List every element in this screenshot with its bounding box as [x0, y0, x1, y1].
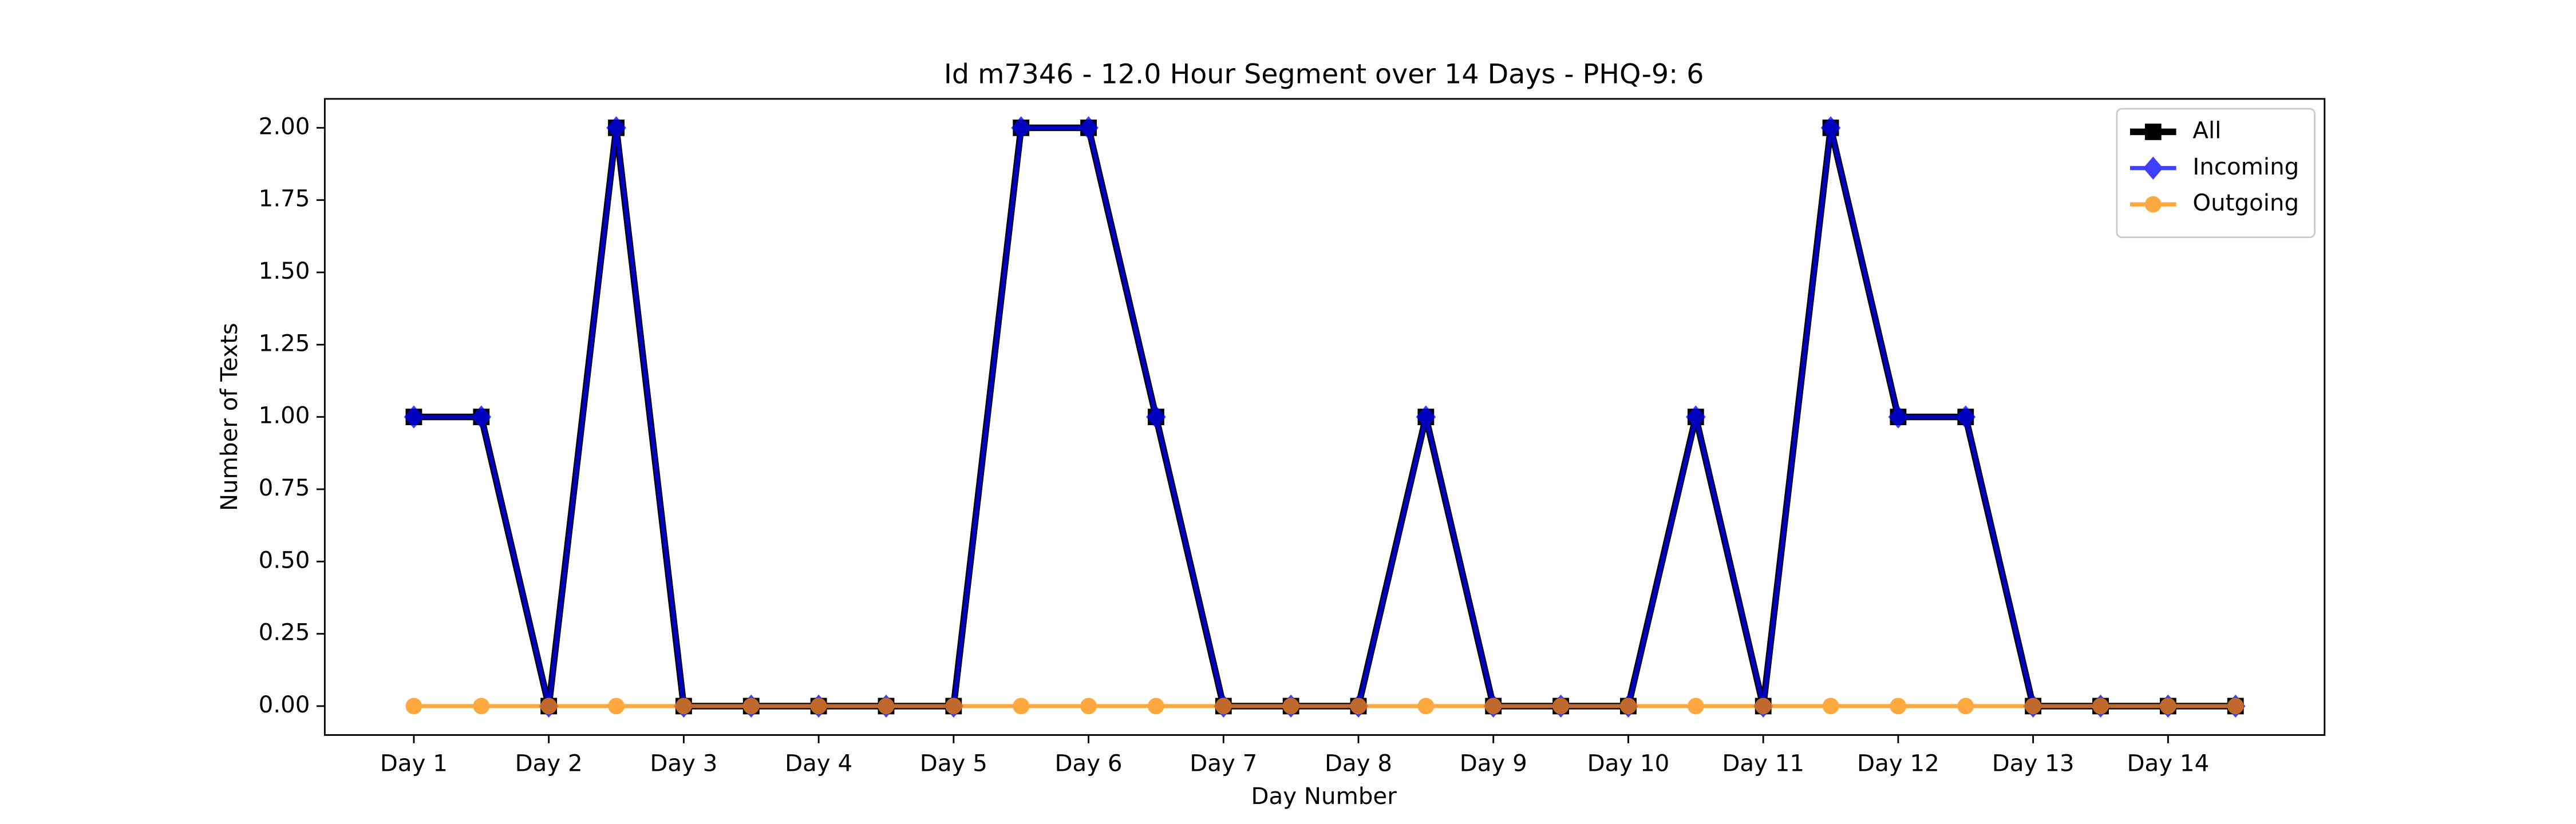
x-axis-label: Day Number	[1251, 783, 1397, 810]
marker	[606, 116, 626, 140]
x-tick-label: Day 6	[1055, 750, 1123, 777]
marker	[404, 405, 424, 429]
marker	[1755, 698, 1772, 715]
x-tick-label: Day 1	[380, 750, 448, 777]
x-tick-label: Day 2	[515, 750, 583, 777]
marker	[540, 698, 558, 715]
marker	[1282, 698, 1299, 715]
x-tick-label: Day 8	[1325, 750, 1392, 777]
marker	[1080, 698, 1097, 715]
marker	[1215, 698, 1232, 715]
x-tick-label: Day 14	[2127, 750, 2210, 777]
marker	[2144, 124, 2162, 140]
marker	[1957, 698, 1974, 715]
y-tick-label: 1.25	[259, 330, 310, 356]
legend-entry	[2129, 156, 2176, 180]
marker	[2144, 196, 2162, 213]
marker	[878, 698, 895, 715]
marker	[742, 698, 760, 715]
x-tick-label: Day 4	[785, 750, 852, 777]
marker	[1687, 698, 1704, 715]
marker	[1485, 698, 1502, 715]
series	[405, 698, 2244, 715]
x-tick-label: Day 12	[1857, 750, 1939, 777]
y-tick-label: 2.00	[259, 113, 310, 140]
legend-entry	[2129, 124, 2176, 140]
marker	[1011, 116, 1031, 140]
marker	[405, 698, 422, 715]
marker	[2227, 698, 2244, 715]
x-tick-label: Day 13	[1992, 750, 2075, 777]
marker	[1417, 698, 1435, 715]
marker	[471, 405, 492, 429]
y-tick-label: 1.50	[259, 258, 310, 284]
y-axis-label: Number of Texts	[216, 323, 243, 511]
marker	[1620, 698, 1637, 715]
marker	[1146, 405, 1166, 429]
legend-entry	[2129, 196, 2176, 213]
y-tick-label: 0.75	[259, 474, 310, 501]
marker	[2159, 698, 2176, 715]
legend-label: Outgoing	[2192, 189, 2299, 216]
marker	[1686, 405, 1706, 429]
y-tick-label: 1.00	[259, 402, 310, 429]
x-tick-label: Day 3	[650, 750, 717, 777]
marker	[2025, 698, 2042, 715]
y-tick-label: 0.25	[259, 619, 310, 646]
x-tick-label: Day 5	[920, 750, 987, 777]
marker	[945, 698, 962, 715]
marker	[608, 698, 625, 715]
marker	[473, 698, 490, 715]
marker	[810, 698, 827, 715]
marker	[675, 698, 692, 715]
x-tick-label: Day 11	[1722, 750, 1804, 777]
marker	[1552, 698, 1569, 715]
marker	[1820, 116, 1841, 140]
marker	[2143, 156, 2163, 180]
y-tick-label: 0.50	[259, 546, 310, 573]
x-tick-label: Day 10	[1587, 750, 1670, 777]
x-tick-label: Day 7	[1190, 750, 1257, 777]
legend-label: Incoming	[2192, 153, 2299, 180]
marker	[1890, 698, 1907, 715]
marker	[1955, 405, 1976, 429]
y-tick-label: 0.00	[259, 691, 310, 718]
chart-title: Id m7346 - 12.0 Hour Segment over 14 Day…	[944, 58, 1704, 90]
marker	[1013, 698, 1030, 715]
plot-frame	[323, 98, 2326, 736]
marker	[1148, 698, 1164, 715]
marker	[2092, 698, 2109, 715]
legend-label: All	[2192, 117, 2221, 144]
y-tick-label: 1.75	[259, 185, 310, 212]
marker	[1078, 116, 1099, 140]
x-tick-label: Day 9	[1460, 750, 1527, 777]
marker	[1822, 698, 1839, 715]
marker	[1350, 698, 1367, 715]
